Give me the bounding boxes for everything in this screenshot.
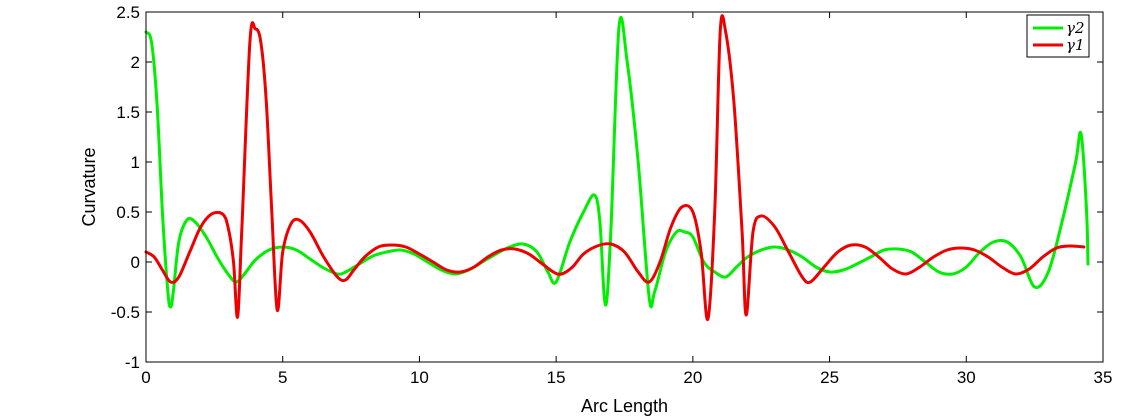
y-tick-label: -1 — [125, 353, 140, 372]
x-tick-label: 0 — [141, 368, 150, 387]
series-layer — [144, 14, 1090, 321]
y-tick-label: 0.5 — [116, 203, 140, 222]
y-axis-title: Curvature — [79, 147, 99, 226]
series-line-gamma1 — [144, 14, 1086, 321]
x-tick-label: 35 — [1094, 368, 1113, 387]
legend-label-gamma2: γ2 — [1066, 19, 1085, 37]
y-tick-label: -0.5 — [111, 303, 140, 322]
plot-frame — [145, 11, 1104, 363]
legend: γ2 γ1 — [1026, 14, 1090, 58]
x-tick-label: 5 — [278, 368, 287, 387]
plot-area — [146, 12, 1103, 362]
x-axis-title: Arc Length — [581, 396, 668, 416]
y-tick-label: 0 — [131, 253, 140, 272]
x-tick-label: 25 — [820, 368, 839, 387]
x-tick-label: 10 — [410, 368, 429, 387]
x-tick-label: 15 — [547, 368, 566, 387]
series-line-gamma2 — [144, 16, 1090, 309]
legend-box — [1026, 14, 1090, 58]
x-tick-label: 30 — [957, 368, 976, 387]
x-axis-ticks: 0 5 10 15 20 25 30 35 — [141, 12, 1112, 387]
y-tick-label: 1.5 — [116, 103, 140, 122]
x-tick-label: 20 — [683, 368, 702, 387]
legend-label-gamma1: γ1 — [1066, 36, 1085, 54]
y-axis-ticks: -1 -0.5 0 0.5 1 1.5 2 2.5 — [111, 3, 1103, 372]
y-tick-label: 1 — [131, 153, 140, 172]
y-tick-label: 2 — [131, 53, 140, 72]
y-tick-label: 2.5 — [116, 3, 140, 22]
